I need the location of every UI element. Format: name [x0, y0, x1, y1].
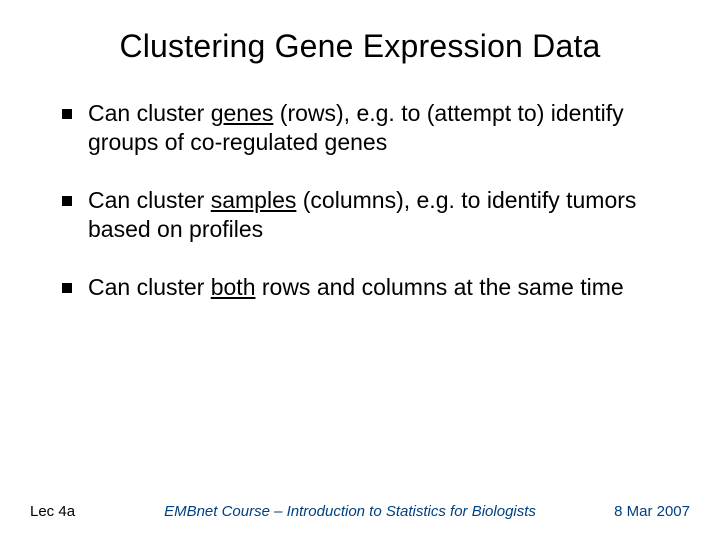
slide: Clustering Gene Expression Data Can clus…	[0, 0, 720, 540]
bullet-text-underlined: both	[211, 274, 256, 300]
bullet-text-pre: Can cluster	[88, 274, 211, 300]
bullet-text-pre: Can cluster	[88, 100, 211, 126]
slide-footer: Lec 4a EMBnet Course – Introduction to S…	[0, 503, 720, 520]
list-item: Can cluster both rows and columns at the…	[58, 273, 672, 302]
bullet-text-post: rows and columns at the same time	[255, 274, 623, 300]
page-title: Clustering Gene Expression Data	[48, 28, 672, 65]
bullet-text-pre: Can cluster	[88, 187, 211, 213]
footer-center: EMBnet Course – Introduction to Statisti…	[120, 503, 580, 520]
bullet-list: Can cluster genes (rows), e.g. to (attem…	[48, 99, 672, 302]
bullet-text-underlined: genes	[211, 100, 274, 126]
bullet-text-underlined: samples	[211, 187, 297, 213]
list-item: Can cluster genes (rows), e.g. to (attem…	[58, 99, 672, 158]
footer-left: Lec 4a	[30, 503, 120, 520]
footer-right: 8 Mar 2007	[580, 503, 690, 520]
list-item: Can cluster samples (columns), e.g. to i…	[58, 186, 672, 245]
